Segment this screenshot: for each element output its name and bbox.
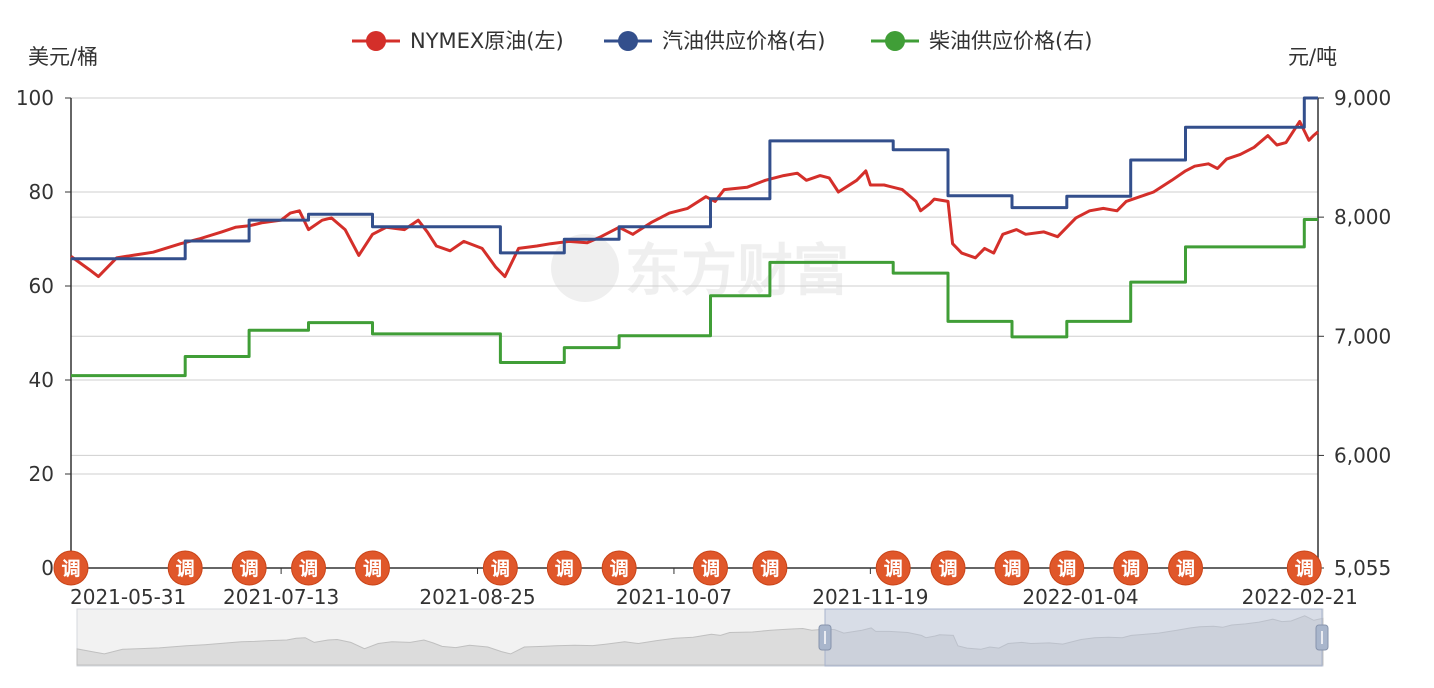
- legend-dot: [366, 31, 386, 51]
- adjust-marker: 调: [752, 550, 788, 586]
- legend-label: NYMEX原油(左): [410, 29, 564, 53]
- series-line-diesel: [71, 218, 1318, 378]
- adjust-marker-label: 调: [555, 558, 574, 580]
- adjust-marker: 调: [291, 550, 327, 586]
- adjust-marker-label: 调: [760, 558, 779, 580]
- right-tick-label: 9,000: [1334, 86, 1391, 110]
- grid: [71, 97, 1318, 475]
- left-tick-label: 0: [41, 556, 54, 580]
- left-axis-unit: 美元/桶: [28, 45, 98, 69]
- adjust-marker-label: 调: [939, 558, 958, 580]
- left-tick-label: 20: [29, 462, 54, 486]
- adjust-marker-label: 调: [1057, 558, 1076, 580]
- adjust-marker: 调: [1286, 550, 1322, 586]
- right-tick-label: 8,000: [1334, 205, 1391, 229]
- left-tick-label: 80: [29, 180, 54, 204]
- adjust-marker: 调: [167, 550, 203, 586]
- adjust-marker: 调: [601, 550, 637, 586]
- adjustment-markers: 调调调调调调调调调调调调调调调调调: [53, 550, 1322, 586]
- x-tick-label: 2022-02-21: [1242, 585, 1358, 609]
- adjust-marker-label: 调: [884, 558, 903, 580]
- adjust-marker-label: 调: [1121, 558, 1140, 580]
- adjust-marker-label: 调: [1295, 558, 1314, 580]
- adjust-marker-badge: [601, 550, 637, 586]
- series-line-gasoline: [71, 96, 1318, 261]
- adjust-marker: 调: [692, 550, 728, 586]
- legend-label: 汽油供应价格(右): [662, 29, 825, 53]
- adjust-marker: 调: [930, 550, 966, 586]
- right-y-axis: 5,055 6,000 7,000 8,000 9,000: [1317, 86, 1391, 580]
- zoom-selection[interactable]: [824, 608, 1323, 667]
- x-tick-label: 2021-05-31: [70, 585, 186, 609]
- adjust-marker-badge: [1113, 550, 1149, 586]
- watermark-logo: [551, 234, 619, 302]
- right-tick-label: 7,000: [1334, 324, 1391, 348]
- left-y-axis: 0 20 40 60 80 100: [16, 86, 72, 580]
- adjust-marker: 调: [482, 550, 518, 586]
- zoom-sparkline: [76, 615, 1324, 666]
- adjust-marker-label: 调: [176, 558, 195, 580]
- x-axis: 2021-05-31 2021-07-13 2021-08-25 2021-10-07…: [70, 567, 1358, 609]
- adjust-marker-badge: [53, 550, 89, 586]
- right-tick-label: 6,000: [1334, 443, 1391, 467]
- adjust-marker-badge: [354, 550, 390, 586]
- adjust-marker-label: 调: [491, 558, 510, 580]
- watermark: 东方财富: [551, 234, 849, 304]
- adjust-marker-badge: [752, 550, 788, 586]
- left-tick-label: 60: [29, 274, 54, 298]
- legend-label: 柴油供应价格(右): [929, 29, 1092, 53]
- adjust-marker-badge: [1286, 550, 1322, 586]
- adjust-marker-badge: [482, 550, 518, 586]
- legend-dot: [618, 31, 638, 51]
- adjust-marker-label: 调: [363, 558, 382, 580]
- adjust-marker-badge: [875, 550, 911, 586]
- adjust-marker: 调: [1113, 550, 1149, 586]
- adjust-marker: 调: [231, 550, 267, 586]
- adjust-marker: 调: [53, 550, 89, 586]
- legend-item-2[interactable]: 柴油供应价格(右): [871, 29, 1092, 53]
- adjust-marker-badge: [692, 550, 728, 586]
- adjust-marker: 调: [546, 550, 582, 586]
- adjust-marker-badge: [994, 550, 1030, 586]
- adjust-marker-badge: [1168, 550, 1204, 586]
- series-lines: [70, 96, 1319, 378]
- adjust-marker-badge: [167, 550, 203, 586]
- adjust-marker: 调: [1168, 550, 1204, 586]
- legend-item-0[interactable]: NYMEX原油(左): [352, 29, 564, 53]
- adjust-marker: 调: [875, 550, 911, 586]
- x-tick-label: 2021-10-07: [616, 585, 732, 609]
- adjust-marker-badge: [930, 550, 966, 586]
- adjust-marker-label: 调: [299, 558, 318, 580]
- x-tick-label: 2021-07-13: [223, 585, 339, 609]
- adjust-marker-label: 调: [240, 558, 259, 580]
- adjust-marker: 调: [994, 550, 1030, 586]
- x-tick-label: 2021-08-25: [419, 585, 535, 609]
- watermark-text: 东方财富: [625, 239, 849, 304]
- data-zoom[interactable]: [76, 608, 1329, 667]
- adjust-marker-badge: [291, 550, 327, 586]
- x-tick-label: 2022-01-04: [1022, 585, 1138, 609]
- left-tick-label: 40: [29, 368, 54, 392]
- legend-dot: [885, 31, 905, 51]
- adjust-marker-label: 调: [701, 558, 720, 580]
- right-tick-label: 5,055: [1334, 556, 1391, 580]
- adjust-marker-badge: [1049, 550, 1085, 586]
- legend[interactable]: NYMEX原油(左) 汽油供应价格(右) 柴油供应价格(右): [352, 29, 1092, 53]
- adjust-marker: 调: [354, 550, 390, 586]
- left-tick-label: 100: [16, 86, 54, 110]
- right-axis-unit: 元/吨: [1288, 45, 1337, 69]
- adjust-marker-label: 调: [61, 558, 80, 580]
- adjust-marker-badge: [546, 550, 582, 586]
- adjust-marker-label: 调: [1002, 558, 1021, 580]
- adjust-marker-label: 调: [610, 558, 629, 580]
- adjust-marker-label: 调: [1176, 558, 1195, 580]
- legend-item-1[interactable]: 汽油供应价格(右): [604, 29, 825, 53]
- adjust-marker: 调: [1049, 550, 1085, 586]
- x-tick-label: 2021-11-19: [812, 585, 928, 609]
- series-line-crude: [70, 120, 1319, 279]
- adjust-marker-badge: [231, 550, 267, 586]
